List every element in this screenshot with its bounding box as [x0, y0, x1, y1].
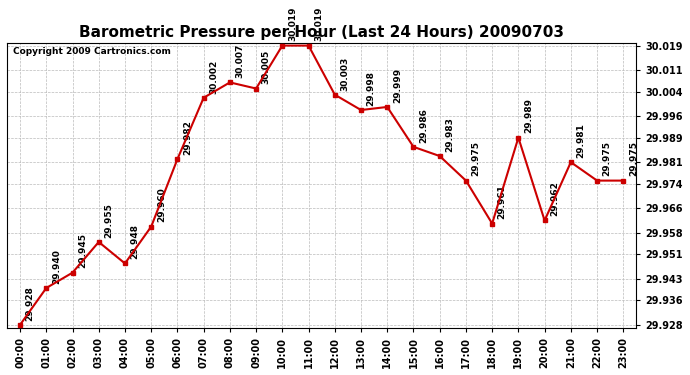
- Text: 29.999: 29.999: [393, 68, 402, 103]
- Text: 29.998: 29.998: [366, 71, 375, 106]
- Text: 29.981: 29.981: [576, 123, 585, 158]
- Text: 29.975: 29.975: [629, 141, 638, 176]
- Text: 30.019: 30.019: [314, 7, 323, 41]
- Text: 30.003: 30.003: [340, 56, 349, 90]
- Text: 29.928: 29.928: [26, 286, 34, 321]
- Text: Copyright 2009 Cartronics.com: Copyright 2009 Cartronics.com: [13, 47, 171, 56]
- Text: 29.955: 29.955: [104, 203, 113, 238]
- Text: 29.989: 29.989: [524, 99, 533, 134]
- Text: 29.982: 29.982: [183, 120, 192, 155]
- Text: 29.983: 29.983: [445, 117, 454, 152]
- Title: Barometric Pressure per Hour (Last 24 Hours) 20090703: Barometric Pressure per Hour (Last 24 Ho…: [79, 25, 564, 40]
- Text: 29.975: 29.975: [602, 141, 611, 176]
- Text: 29.960: 29.960: [157, 188, 166, 222]
- Text: 29.961: 29.961: [497, 184, 506, 219]
- Text: 29.940: 29.940: [52, 249, 61, 284]
- Text: 29.948: 29.948: [130, 224, 139, 259]
- Text: 30.002: 30.002: [209, 59, 218, 94]
- Text: 29.962: 29.962: [550, 182, 559, 216]
- Text: 30.007: 30.007: [235, 44, 244, 78]
- Text: 30.019: 30.019: [288, 7, 297, 41]
- Text: 29.986: 29.986: [419, 108, 428, 142]
- Text: 30.005: 30.005: [262, 50, 270, 84]
- Text: 29.945: 29.945: [78, 234, 87, 268]
- Text: 29.975: 29.975: [471, 141, 480, 176]
